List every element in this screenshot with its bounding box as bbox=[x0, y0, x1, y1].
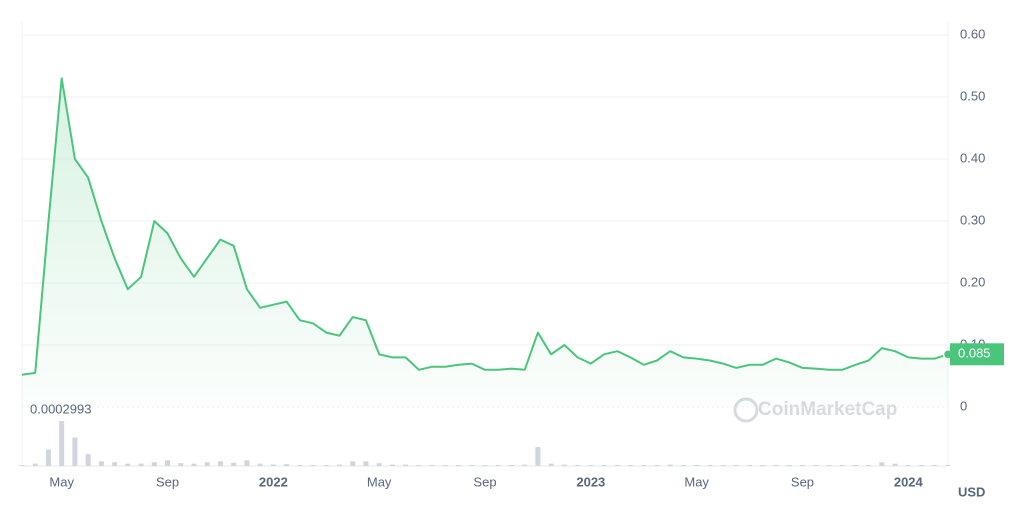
volume-bar bbox=[469, 465, 475, 466]
volume-bar bbox=[495, 465, 501, 466]
volume-bar bbox=[376, 463, 382, 466]
x-tick-label: May bbox=[367, 474, 392, 489]
volume-bar bbox=[59, 421, 65, 466]
volume-bar bbox=[733, 465, 739, 466]
volume-bar bbox=[151, 462, 157, 466]
volume-bar bbox=[125, 463, 131, 466]
volume-bar bbox=[85, 454, 91, 466]
volume-bar bbox=[297, 465, 303, 466]
volume-bar bbox=[350, 461, 356, 466]
volume-bar bbox=[310, 465, 316, 466]
volume-bar bbox=[760, 465, 766, 466]
unit-label: USD bbox=[958, 484, 985, 499]
y-tick-label: 0 bbox=[960, 398, 967, 413]
volume-bar bbox=[799, 465, 805, 466]
price-tag bbox=[950, 343, 1004, 366]
volume-bar bbox=[336, 464, 342, 466]
volume-bar bbox=[945, 465, 951, 466]
volume-bar bbox=[217, 461, 223, 466]
volume-bar bbox=[641, 465, 647, 466]
volume-bar bbox=[178, 463, 184, 466]
volume-bar bbox=[72, 437, 78, 466]
volume-bar bbox=[839, 465, 845, 466]
volume-bar bbox=[575, 465, 581, 466]
x-tick-label: May bbox=[49, 474, 74, 489]
x-tick-label: 2023 bbox=[576, 474, 605, 489]
volume-bar bbox=[403, 464, 409, 466]
volume-bar bbox=[257, 463, 263, 466]
volume-bar bbox=[707, 465, 713, 466]
volume-bar bbox=[112, 462, 118, 466]
volume-bar bbox=[680, 465, 686, 466]
y-tick-label: 0.60 bbox=[960, 26, 985, 41]
price-area bbox=[22, 78, 948, 408]
volume-bar bbox=[323, 465, 329, 466]
volume-bar bbox=[456, 465, 462, 466]
y-tick-label: 0.40 bbox=[960, 150, 985, 165]
volume-bar bbox=[284, 464, 290, 466]
volume-bar bbox=[535, 447, 541, 466]
volume-bar bbox=[482, 465, 488, 466]
volume-bar bbox=[667, 464, 673, 466]
volume-bar bbox=[866, 465, 872, 466]
volume-bar bbox=[98, 461, 104, 466]
y-tick-label: 0.50 bbox=[960, 88, 985, 103]
volume-bar bbox=[442, 465, 448, 466]
volume-bar bbox=[45, 449, 51, 466]
volume-bar bbox=[932, 465, 938, 466]
volume-bar bbox=[654, 465, 660, 466]
volume-bar bbox=[363, 461, 369, 466]
volume-bar bbox=[561, 464, 567, 466]
volume-bar bbox=[416, 465, 422, 466]
volume-bar bbox=[628, 465, 634, 466]
x-tick-label: Sep bbox=[791, 474, 814, 489]
volume-bar bbox=[244, 460, 250, 466]
volume-bar bbox=[138, 463, 144, 466]
volume-bar bbox=[508, 465, 514, 466]
price-tag-label: 0.085 bbox=[958, 346, 991, 361]
y-tick-label: 0.30 bbox=[960, 212, 985, 227]
volume-bar bbox=[720, 465, 726, 466]
volume-bar bbox=[270, 464, 276, 466]
volume-bar bbox=[601, 465, 607, 466]
volume-bar bbox=[231, 462, 237, 466]
price-line bbox=[21, 77, 949, 376]
volume-bar bbox=[826, 465, 832, 466]
volume-bar bbox=[429, 465, 435, 466]
volume-bar bbox=[773, 465, 779, 466]
volume-bar bbox=[548, 463, 554, 466]
volume-bar bbox=[694, 465, 700, 466]
volume-bar bbox=[919, 465, 925, 466]
volume-bar bbox=[813, 465, 819, 466]
volume-bar bbox=[905, 465, 911, 466]
x-tick-label: Sep bbox=[156, 474, 179, 489]
volume-bar bbox=[32, 463, 38, 466]
volume-bar bbox=[588, 465, 594, 466]
volume-bar bbox=[389, 464, 395, 466]
x-tick-label: May bbox=[684, 474, 709, 489]
volume-bar bbox=[204, 462, 210, 466]
y-tick-label: 0.20 bbox=[960, 274, 985, 289]
volume-bar bbox=[747, 465, 753, 466]
volume-bar bbox=[19, 465, 25, 466]
volume-bar bbox=[165, 460, 171, 466]
volume-bar bbox=[522, 464, 528, 466]
x-tick-label: 2024 bbox=[894, 474, 924, 489]
volume-bar bbox=[191, 463, 197, 466]
x-tick-label: 2022 bbox=[259, 474, 288, 489]
volume-bar bbox=[892, 463, 898, 466]
x-tick-label: Sep bbox=[473, 474, 496, 489]
volume-bar bbox=[879, 462, 885, 466]
volume-bar bbox=[852, 465, 858, 466]
volume-bar bbox=[786, 465, 792, 466]
volume-bar bbox=[614, 465, 620, 466]
